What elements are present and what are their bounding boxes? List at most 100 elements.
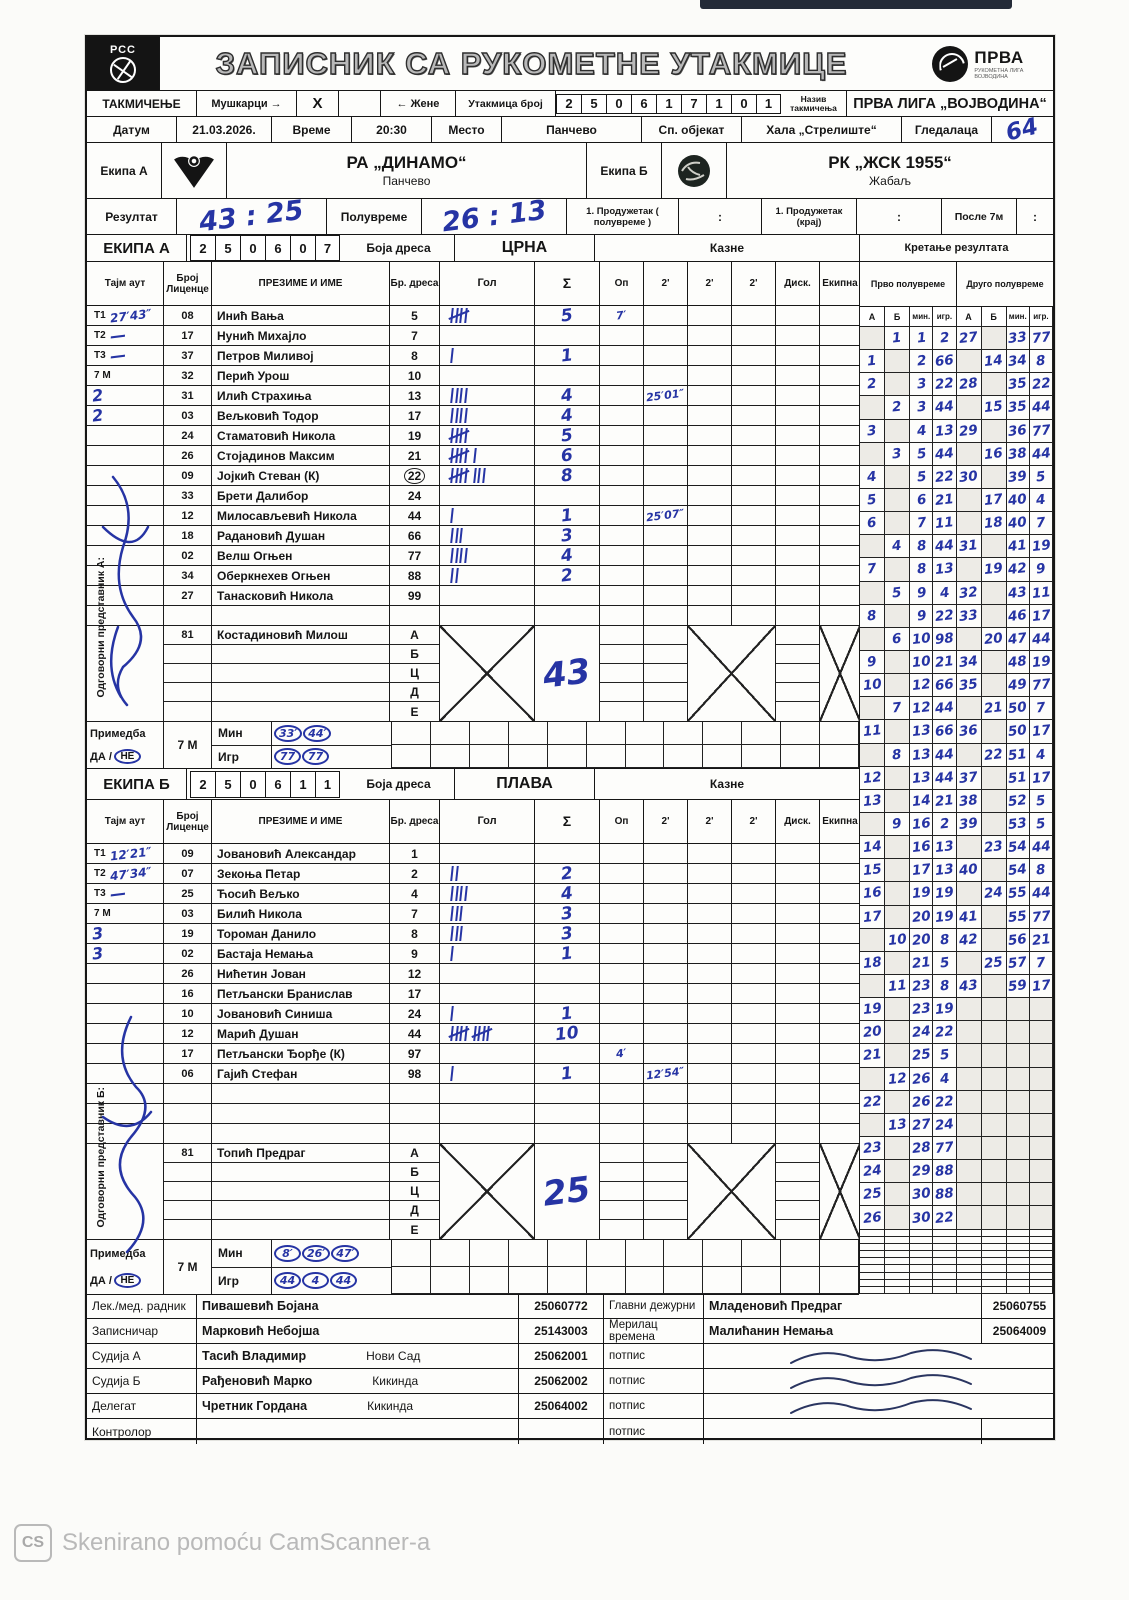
grid-cell: 41 bbox=[956, 905, 982, 929]
official-letter: Ц bbox=[390, 664, 439, 683]
penalty-cell bbox=[820, 1104, 860, 1123]
rep-b-block: Одговорни представник Б: bbox=[88, 1037, 114, 1277]
penalty-cell bbox=[644, 326, 688, 345]
license-cell: 02 bbox=[164, 546, 212, 565]
sum-cell bbox=[535, 1124, 600, 1143]
timeout-label: T1 bbox=[94, 848, 106, 859]
remark-empty-cell bbox=[508, 1240, 548, 1267]
goal-cell bbox=[440, 904, 535, 923]
goal-tally bbox=[445, 348, 454, 363]
grid-cell bbox=[1006, 1265, 1030, 1273]
official-penalty-cell bbox=[600, 645, 643, 664]
grid-cell: 6 bbox=[885, 627, 911, 651]
goal-cell bbox=[440, 386, 535, 405]
grid-cell: 8 bbox=[860, 604, 886, 628]
grid-cell bbox=[933, 1236, 957, 1244]
penalty-cell bbox=[732, 606, 776, 625]
grid-cell bbox=[1006, 1258, 1030, 1266]
jersey-cell: 44 bbox=[390, 506, 440, 525]
sum-cell: 1 bbox=[535, 1004, 600, 1023]
grid-cell: 5 bbox=[860, 488, 886, 513]
goal-tally bbox=[445, 866, 459, 881]
team-b-jersey-color: ПЛАВА bbox=[455, 769, 595, 799]
grid-cell bbox=[956, 1090, 982, 1114]
sum-cell: 2 bbox=[535, 864, 600, 883]
grid-cell: 51 bbox=[1006, 766, 1030, 790]
grid-cell: 32 bbox=[956, 581, 982, 605]
sum-cell: 3 bbox=[535, 526, 600, 545]
roster-row bbox=[87, 1084, 860, 1104]
grid-cell: 20 bbox=[910, 905, 934, 929]
grid-cell bbox=[860, 396, 886, 420]
goal-tally bbox=[445, 926, 463, 941]
grid-cell bbox=[981, 1251, 1007, 1259]
grid-cell: 57 bbox=[1006, 951, 1030, 975]
penalty-cell bbox=[600, 844, 644, 863]
penalty-cell bbox=[644, 1004, 688, 1023]
penalty-cell bbox=[776, 566, 820, 585]
grid-cell bbox=[860, 974, 886, 999]
official-license-row bbox=[164, 683, 211, 702]
grid-cell: 25 bbox=[910, 1044, 934, 1068]
grid-cell: 19 bbox=[933, 905, 957, 929]
official-person-name: Пивашевић Бојана bbox=[197, 1294, 519, 1318]
penalty-cell bbox=[820, 346, 860, 365]
player-name-cell: Инић Вања bbox=[212, 306, 390, 325]
official-id: 25062002 bbox=[519, 1369, 604, 1393]
official-disc-rows bbox=[776, 1144, 820, 1239]
official-role-label: Контролор bbox=[87, 1419, 197, 1444]
player-name-cell: Тороман Данило bbox=[212, 924, 390, 943]
license-cell: 26 bbox=[164, 964, 212, 983]
team-b-crest-icon bbox=[678, 154, 710, 187]
grid-cell: 9 bbox=[1029, 558, 1053, 582]
official-license-row: 81 bbox=[164, 626, 211, 645]
grid-cell bbox=[885, 350, 911, 374]
penalty-cell bbox=[644, 566, 688, 585]
grid-cell: 5 bbox=[1029, 812, 1053, 837]
grid-cell: 8 bbox=[933, 974, 957, 999]
grid-cell bbox=[981, 1136, 1007, 1161]
roster-row: 7 М 32 Перић Урош 10 bbox=[87, 366, 860, 386]
sum-cell: 4 bbox=[535, 386, 600, 405]
match-number-digit: 1 bbox=[706, 93, 731, 114]
penalty-cell bbox=[644, 1104, 688, 1123]
official-right-name: Младеновић Предраг bbox=[704, 1294, 982, 1318]
roster-col-10: Диск. bbox=[776, 800, 820, 843]
grid-cell bbox=[910, 1251, 934, 1259]
grid-cell bbox=[910, 1265, 934, 1273]
grid-cell bbox=[956, 1206, 982, 1230]
team-a-code-digit: 0 bbox=[290, 235, 315, 261]
penalty-cell bbox=[776, 306, 820, 325]
remark-empty-cell bbox=[586, 1240, 626, 1267]
jersey-cell: 10 bbox=[390, 366, 440, 385]
grid-cell bbox=[956, 1272, 982, 1280]
roster-row: 12 Милосављевић Никола 44 1 25′07″ bbox=[87, 506, 860, 526]
official-disc-cell bbox=[776, 683, 819, 702]
official-role-label: Записничар bbox=[87, 1319, 197, 1343]
penalty-cell bbox=[776, 944, 820, 963]
penalty-cell bbox=[776, 964, 820, 983]
grid-cell bbox=[910, 1258, 934, 1266]
goal-tally bbox=[445, 508, 454, 523]
team-a-label: Екипа А bbox=[87, 143, 162, 198]
rep-a-block: Одговорни представник А: bbox=[88, 507, 114, 747]
grid-cell bbox=[1029, 1229, 1053, 1237]
timeout-cell: T3— bbox=[87, 884, 164, 903]
penalty-cell bbox=[600, 466, 644, 485]
penalty-cell bbox=[732, 884, 776, 903]
grid-cell: 17 bbox=[910, 859, 934, 883]
grid-cell bbox=[981, 905, 1007, 929]
roster-row: 3 02 Бастаја Немања 9 1 bbox=[87, 944, 860, 964]
grid-cell: 31 bbox=[956, 535, 982, 559]
goal-cell bbox=[440, 984, 535, 1003]
roster-row: 16 Петљански Бранислав 17 bbox=[87, 984, 860, 1004]
official-team-crossed bbox=[820, 1144, 860, 1239]
goal-cell bbox=[440, 924, 535, 943]
player-name-cell: Нићетин Јован bbox=[212, 964, 390, 983]
penalty-cell bbox=[644, 366, 688, 385]
team-a-logo bbox=[162, 143, 227, 198]
goal-cell bbox=[440, 844, 535, 863]
penalty-cell bbox=[600, 526, 644, 545]
roster-row: T1 12′21″ 09 Јовановић Александар 1 bbox=[87, 844, 860, 864]
